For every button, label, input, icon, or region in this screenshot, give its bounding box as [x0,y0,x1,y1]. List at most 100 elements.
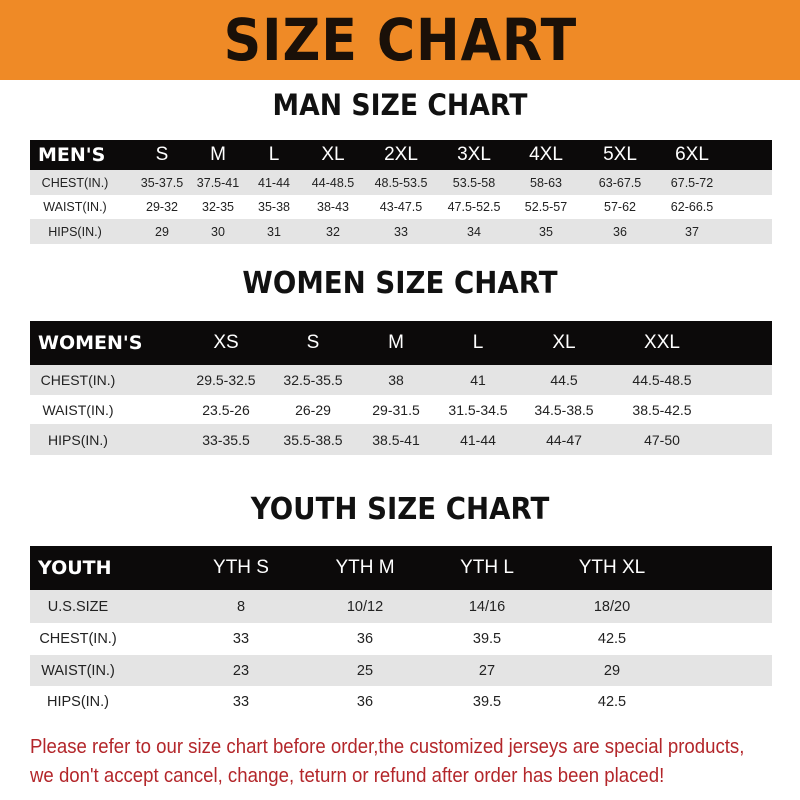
table-cell: 35.5-38.5 [283,431,343,448]
table-cell: 3XL [457,144,491,165]
table-cell: 62-66.5 [670,200,714,214]
table-cell: 38 [388,372,404,388]
table-cell: 29-32 [146,200,178,214]
table-cell: 33-35.5 [202,431,250,448]
row-label: WAIST(IN.) [41,662,115,679]
table-row: CHEST(IN.) 33 36 39.5 42.5 [30,623,772,655]
table-cell: XXL [644,332,680,353]
table-cell: 37 [685,224,699,239]
table-cell: 31.5-34.5 [448,401,508,418]
table-cell: 36 [356,694,374,710]
table-cell: 44.5 [550,372,578,388]
table-cell: 23.5-26 [202,401,250,418]
table-row: CHEST(IN.) 29.5-32.5 32.5-35.5 38 41 44.5 44.5… [30,365,772,395]
table-cell: 41 [470,372,486,388]
table-cell: 63-67.5 [598,175,642,190]
banner-title: SIZE CHART [223,6,577,74]
table-cell: S [155,144,169,165]
table-cell: YTH XL [578,557,646,578]
row-label: CHEST(IN.) [39,631,117,647]
table-row: U.S.SIZE 8 10/12 14/16 18/20 [30,590,772,623]
table-cell: L [268,144,280,165]
table-cell: 27 [478,662,496,679]
table-row: CHEST(IN.) 35-37.5 37.5-41 41-44 44-48.5 48.5… [30,170,772,195]
table-cell: 44-47 [546,431,582,448]
table-cell: 33 [394,224,408,239]
table-cell: 67.5-72 [670,175,714,190]
row-label: CHEST(IN.) [40,372,116,388]
table-cell: 36 [356,631,374,647]
table-cell: 10/12 [346,598,384,615]
table-cell: 8 [236,598,246,615]
header-row: MEN'S S M L XL 2XL 3XL 4XL 5XL 6XL [30,140,772,170]
row-label: WOMEN'S [38,332,143,354]
table-cell: M [210,144,226,165]
row-label: HIPS(IN.) [46,694,110,710]
table-cell: L [472,332,484,353]
table-cell: 29 [603,662,621,679]
table-cell: 38-43 [317,200,349,214]
women-title: WOMEN SIZE CHART [242,266,558,301]
header-row: YOUTH YTH S YTH M YTH L YTH XL [30,546,772,590]
table-cell: 31 [267,224,281,239]
table-cell: 33 [232,694,250,710]
table-row: HIPS(IN.) 33 36 39.5 42.5 [30,686,772,718]
table-cell: 34.5-38.5 [534,401,594,418]
men-size-table: MEN'S S M L XL 2XL 3XL 4XL 5XL 6XL CHEST(IN.) 35-37… [30,140,772,244]
table-cell: 29.5-32.5 [196,372,256,388]
table-cell: 4XL [529,144,563,165]
table-cell: 53.5-58 [452,175,496,190]
header-row: WOMEN'S XS S M L XL XXL [30,321,772,365]
table-cell: 30 [211,224,225,239]
table-cell: 58-63 [530,175,562,190]
table-cell: 43-47.5 [379,200,423,214]
table-cell: 23 [232,662,250,679]
table-row: HIPS(IN.) 29 30 31 32 33 34 35 36 37 [30,219,772,244]
table-cell: YTH L [460,557,514,578]
row-label: YOUTH [38,557,112,579]
table-cell: S [306,332,320,353]
table-cell: 29-31.5 [372,401,420,418]
table-cell: 32-35 [202,200,234,214]
table-cell: YTH S [213,557,269,578]
table-cell: 39.5 [472,631,502,647]
row-label: MEN'S [38,144,106,166]
table-row: WAIST(IN.) 23 25 27 29 [30,655,772,686]
banner: SIZE CHART [0,0,800,80]
table-cell: XS [213,332,239,353]
table-cell: 35 [539,224,553,239]
table-cell: 32.5-35.5 [283,372,343,388]
table-row: WAIST(IN.) 23.5-26 26-29 29-31.5 31.5-34.5 34… [30,395,772,424]
table-cell: 2XL [384,144,418,165]
table-cell: 33 [232,631,250,647]
table-cell: 32 [326,224,340,239]
men-title: MAN SIZE CHART [272,88,528,122]
table-cell: XL [321,144,345,165]
table-cell: 57-62 [604,200,636,214]
table-cell: 47-50 [644,431,680,448]
table-cell: 42.5 [597,694,627,710]
row-label: CHEST(IN.) [41,175,109,190]
table-cell: YTH M [335,557,395,578]
table-cell: 25 [356,662,374,679]
note-line-2: we don't accept cancel, change, teturn o… [30,765,665,787]
table-cell: 39.5 [472,694,502,710]
table-cell: 36 [613,224,627,239]
table-cell: 44.5-48.5 [632,372,692,388]
row-label: WAIST(IN.) [43,200,107,214]
table-cell: 35-37.5 [140,175,184,190]
table-cell: 48.5-53.5 [374,175,428,190]
table-cell: 29 [155,224,169,239]
table-cell: 47.5-52.5 [447,200,501,214]
table-cell: 26-29 [295,401,331,418]
youth-size-table: YOUTH YTH S YTH M YTH L YTH XL U.S.SIZE 8 10/12… [30,546,772,718]
row-label: WAIST(IN.) [42,401,114,418]
table-cell: 6XL [675,144,709,165]
table-cell: 41-44 [258,175,290,190]
table-cell: 38.5-42.5 [632,401,692,418]
table-cell: 14/16 [468,598,506,615]
table-cell: 38.5-41 [372,431,420,448]
table-cell: 35-38 [258,200,290,214]
table-row: HIPS(IN.) 33-35.5 35.5-38.5 38.5-41 41-44 44-… [30,424,772,455]
table-cell: M [388,332,404,353]
